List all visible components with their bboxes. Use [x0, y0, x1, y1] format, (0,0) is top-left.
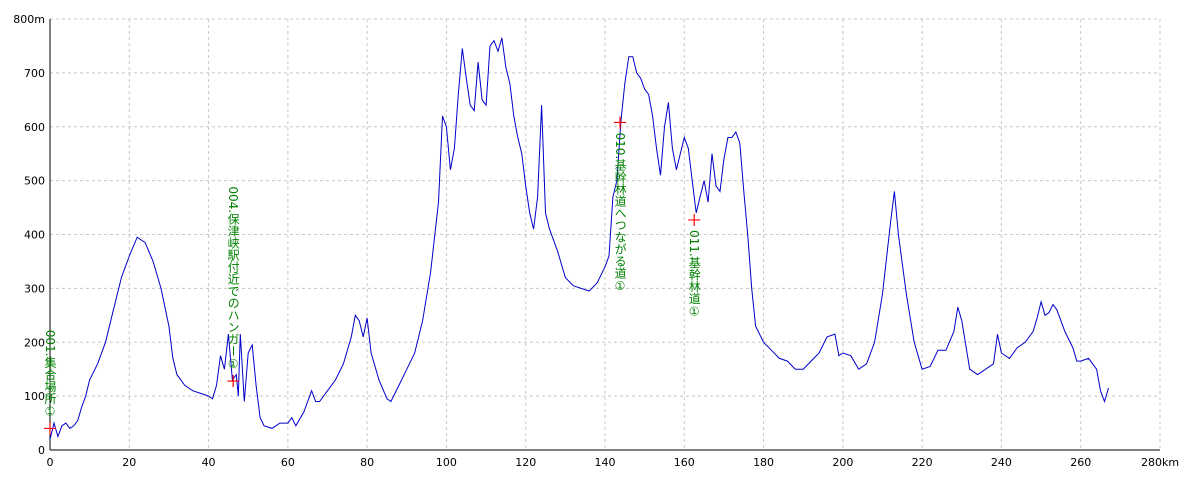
y-tick-label: 100: [24, 390, 45, 403]
waypoint-marker: [688, 213, 701, 226]
waypoint-label: 010.基幹林道へつながる道①: [613, 132, 627, 293]
x-tick-label: 140: [595, 456, 616, 469]
x-tick-label: 260: [1070, 456, 1091, 469]
waypoint-label: 001.集合場所①: [43, 330, 57, 419]
waypoint-marker: [227, 375, 240, 388]
x-tick-label: 120: [515, 456, 536, 469]
waypoint-marker: [44, 422, 56, 435]
elevation-line: [49, 37, 1109, 440]
x-tick-label: 20: [122, 456, 136, 469]
x-tick-label: 0: [47, 456, 54, 469]
x-tick-label: 200: [832, 456, 853, 469]
y-tick-label: 500: [24, 175, 45, 188]
y-tick-label: 300: [24, 282, 45, 295]
waypoint-label: 011.基幹林道①: [687, 230, 701, 319]
x-tick-label: 220: [912, 456, 933, 469]
x-tick-label: 180: [753, 456, 774, 469]
y-tick-label: 800m: [13, 13, 45, 26]
y-tick-label: 400: [24, 229, 45, 242]
x-tick-label: 100: [436, 456, 457, 469]
y-tick-label: 0: [38, 444, 45, 457]
y-tick-label: 700: [24, 67, 45, 80]
x-tick-label: 80: [360, 456, 374, 469]
waypoint-label: 004.保津峡駅付近でのハンガー①: [226, 186, 240, 371]
y-tick-label: 600: [24, 121, 45, 134]
x-tick-label: 280km: [1141, 456, 1179, 469]
y-tick-label: 200: [24, 336, 45, 349]
x-tick-label: 240: [991, 456, 1012, 469]
waypoint-marker: [614, 116, 627, 129]
x-tick-label: 40: [202, 456, 216, 469]
x-tick-label: 160: [674, 456, 695, 469]
x-tick-label: 60: [281, 456, 295, 469]
